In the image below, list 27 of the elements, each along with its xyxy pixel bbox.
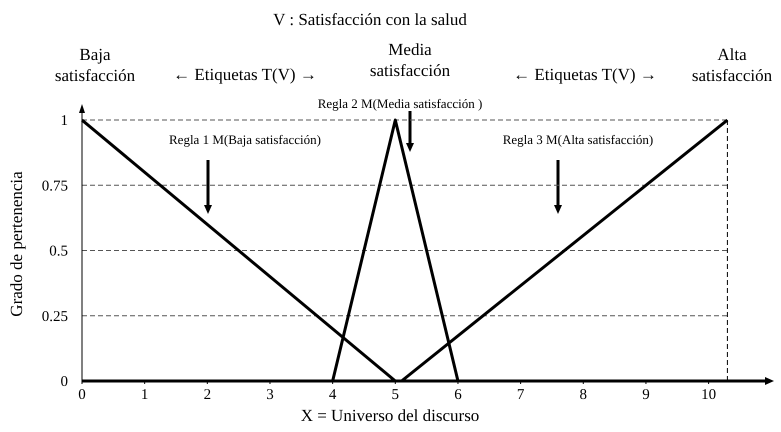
y-tick-label: 0 <box>60 374 68 390</box>
y-tick-label: 0.5 <box>49 244 68 260</box>
annotation: Regla 3 M(Alta satisfacción) <box>502 132 654 147</box>
x-tick-label: 10 <box>701 387 716 403</box>
text: Baja satisfacción <box>54 45 136 85</box>
y-tick-label: 0.25 <box>42 308 68 325</box>
annotation: Regla 1 M(Baja satisfacción) <box>169 132 321 147</box>
x-tick-label: 8 <box>580 387 588 403</box>
y-tick-label: 0.75 <box>42 178 68 194</box>
x-tick-label: 4 <box>328 387 337 403</box>
text: ← Etiquetas T(V) → <box>173 65 317 84</box>
text: ← Etiquetas T(V) → <box>513 65 657 84</box>
annotation: Regla 2 M(Media satisfacción ) <box>318 96 482 111</box>
chart-title: V : Satisfacción con la salud <box>273 10 468 29</box>
text: Alta satisfacción <box>692 45 773 85</box>
x-tick-label: 2 <box>204 387 212 403</box>
x-axis-title: X = Universo del discurso <box>300 406 480 425</box>
x-tick-label: 1 <box>140 387 148 403</box>
x-tick-label: 5 <box>392 387 400 403</box>
y-axis-title: Grado de pertenencia <box>7 170 26 317</box>
y-tick-label: 1 <box>60 113 68 130</box>
x-tick-label: 3 <box>266 387 274 403</box>
x-tick-label: 6 <box>454 387 462 403</box>
x-tick-label: 9 <box>642 387 650 403</box>
x-tick-label: 7 <box>516 387 525 403</box>
x-tick-label: 0 <box>78 387 86 403</box>
text: Media satisfacción <box>370 40 451 80</box>
